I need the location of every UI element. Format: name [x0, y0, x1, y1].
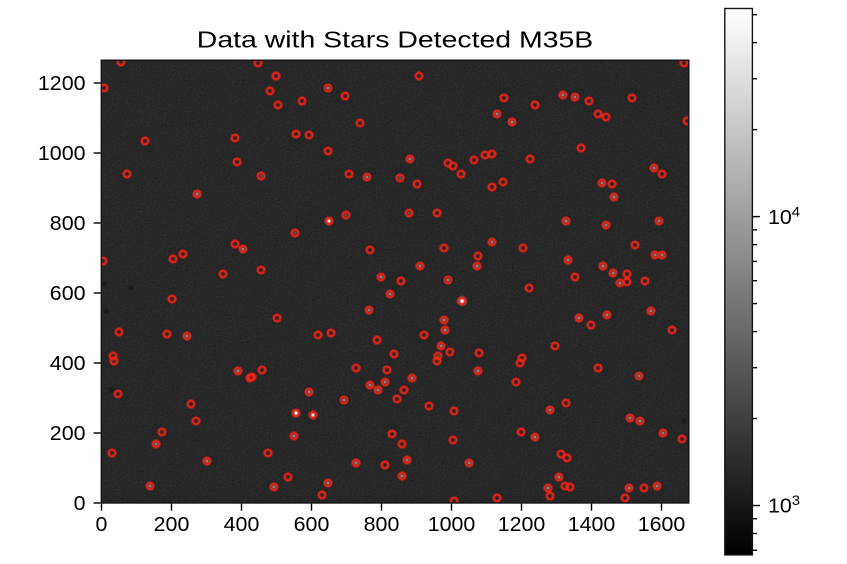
svg-text:0: 0: [96, 514, 108, 536]
svg-text:600: 600: [294, 514, 330, 536]
svg-text:1000: 1000: [428, 514, 476, 536]
svg-text:104: 104: [768, 205, 800, 229]
svg-text:0: 0: [74, 493, 86, 515]
svg-text:200: 200: [154, 514, 190, 536]
svg-text:600: 600: [50, 283, 86, 305]
svg-text:1600: 1600: [638, 514, 686, 536]
svg-text:1200: 1200: [38, 73, 86, 95]
svg-text:800: 800: [50, 213, 86, 235]
svg-text:400: 400: [224, 514, 260, 536]
svg-text:1200: 1200: [498, 514, 546, 536]
svg-text:103: 103: [768, 494, 800, 518]
svg-text:1400: 1400: [568, 514, 616, 536]
svg-text:1000: 1000: [38, 143, 86, 165]
svg-text:200: 200: [50, 423, 86, 445]
svg-text:400: 400: [50, 353, 86, 375]
svg-text:800: 800: [364, 514, 400, 536]
svg-text:Data with Stars Detected M35B: Data with Stars Detected M35B: [197, 28, 593, 53]
